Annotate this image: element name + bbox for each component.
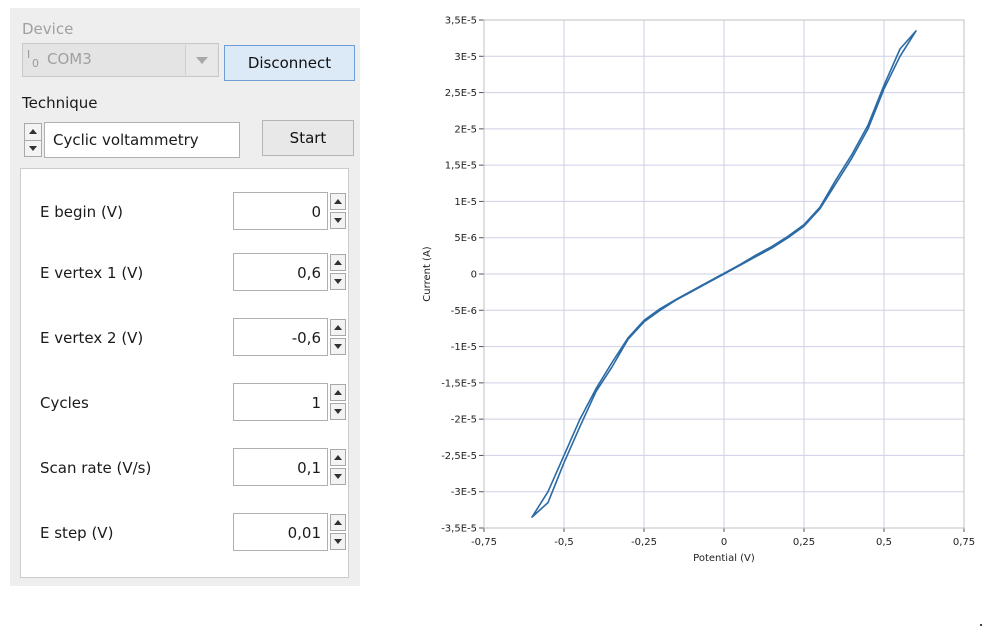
spin-down-icon[interactable] [330, 533, 346, 550]
param-label: E vertex 2 (V) [40, 329, 144, 347]
spin-down-icon[interactable] [330, 338, 346, 355]
param-value-input[interactable]: 1 [233, 383, 328, 421]
technique-value[interactable]: Cyclic voltammetry [44, 122, 240, 158]
spin-down-icon[interactable] [330, 468, 346, 485]
param-value-input[interactable]: 0,6 [233, 253, 328, 291]
param-value-input[interactable]: -0,6 [233, 318, 328, 356]
param-row-e-begin: E begin (V) 0 [21, 192, 348, 232]
y-tick-label: -3,5E-5 [441, 524, 477, 535]
chevron-down-icon[interactable] [185, 45, 217, 75]
device-port-value: COM3 [47, 50, 92, 68]
parameters-panel: E begin (V) 0 E vertex 1 (V) 0,6 E verte… [20, 168, 349, 578]
y-tick-label: 0 [471, 270, 477, 281]
y-tick-label: -3E-5 [451, 487, 477, 498]
param-row-e-step: E step (V) 0,01 [21, 513, 348, 553]
start-button[interactable]: Start [262, 120, 354, 156]
io-port-icon: I 0 [27, 48, 39, 70]
y-tick-label: -1E-5 [451, 342, 477, 353]
disconnect-button[interactable]: Disconnect [224, 45, 355, 81]
x-tick-label: 0,5 [876, 537, 892, 548]
spin-up-icon[interactable] [330, 254, 346, 271]
param-label: E begin (V) [40, 203, 123, 221]
stepper-down-icon[interactable] [29, 146, 37, 151]
y-tick-label: 1E-5 [454, 197, 477, 208]
param-row-e-vertex-1: E vertex 1 (V) 0,6 [21, 253, 348, 293]
spin-up-icon[interactable] [330, 193, 346, 210]
param-spinner[interactable] [330, 253, 347, 291]
spin-up-icon[interactable] [330, 514, 346, 531]
param-label: Cycles [40, 394, 89, 412]
control-panel: Device I 0 COM3 Disconnect Technique Cyc… [10, 8, 360, 586]
y-tick-label: -5E-6 [451, 306, 477, 317]
y-tick-label: 3E-5 [454, 52, 477, 63]
x-axis-label: Potential (V) [693, 553, 755, 564]
cv-trace [531, 30, 917, 518]
param-row-e-vertex-2: E vertex 2 (V) -0,6 [21, 318, 348, 358]
param-spinner[interactable] [330, 318, 347, 356]
y-tick-label: 5E-6 [454, 233, 477, 244]
spin-down-icon[interactable] [330, 403, 346, 420]
spin-down-icon[interactable] [330, 212, 346, 229]
param-value-input[interactable]: 0,01 [233, 513, 328, 551]
plot-frame [483, 19, 965, 529]
param-spinner[interactable] [330, 192, 347, 230]
param-value-input[interactable]: 0,1 [233, 448, 328, 486]
y-tick-label: -1,5E-5 [441, 378, 477, 389]
x-tick-label: -0,75 [471, 537, 497, 548]
param-spinner[interactable] [330, 383, 347, 421]
cv-chart: -0,75 -0,5 -0,25 0 0,25 0,5 0,75 3,5E-5 3E-5 2,5E… [422, 16, 975, 565]
y-tick-label: 3,5E-5 [445, 16, 477, 27]
x-tick-label: -0,25 [631, 537, 657, 548]
x-tick-label: 0,75 [953, 537, 975, 548]
io-icon-bottom: 0 [32, 57, 39, 70]
x-tick-label: 0 [721, 537, 727, 548]
param-row-cycles: Cycles 1 [21, 383, 348, 423]
param-value-input[interactable]: 0 [233, 192, 328, 230]
y-axis-label: Current (A) [422, 246, 433, 301]
param-spinner[interactable] [330, 513, 347, 551]
param-label: Scan rate (V/s) [40, 459, 152, 477]
technique-label: Technique [22, 94, 98, 112]
param-row-scan-rate: Scan rate (V/s) 0,1 [21, 448, 348, 488]
y-tick-label: -2,5E-5 [441, 451, 477, 462]
spin-up-icon[interactable] [330, 319, 346, 336]
spin-up-icon[interactable] [330, 384, 346, 401]
device-port-select[interactable]: I 0 COM3 [22, 43, 219, 77]
io-icon-top: I [27, 48, 31, 61]
y-tick-label: 2E-5 [454, 124, 477, 135]
spin-down-icon[interactable] [330, 273, 346, 290]
y-tick-label: 1,5E-5 [445, 161, 477, 172]
stepper-up-icon[interactable] [29, 129, 37, 134]
spin-up-icon[interactable] [330, 449, 346, 466]
x-tick-label: 0,25 [793, 537, 815, 548]
param-spinner[interactable] [330, 448, 347, 486]
technique-ring-stepper[interactable] [24, 123, 42, 157]
x-tick-label: -0,5 [554, 537, 574, 548]
device-label: Device [22, 20, 74, 38]
param-label: E vertex 1 (V) [40, 264, 144, 282]
y-tick-label: -2E-5 [451, 415, 477, 426]
y-tick-label: 2,5E-5 [445, 88, 477, 99]
corner-dot [980, 624, 982, 626]
param-label: E step (V) [40, 524, 114, 542]
